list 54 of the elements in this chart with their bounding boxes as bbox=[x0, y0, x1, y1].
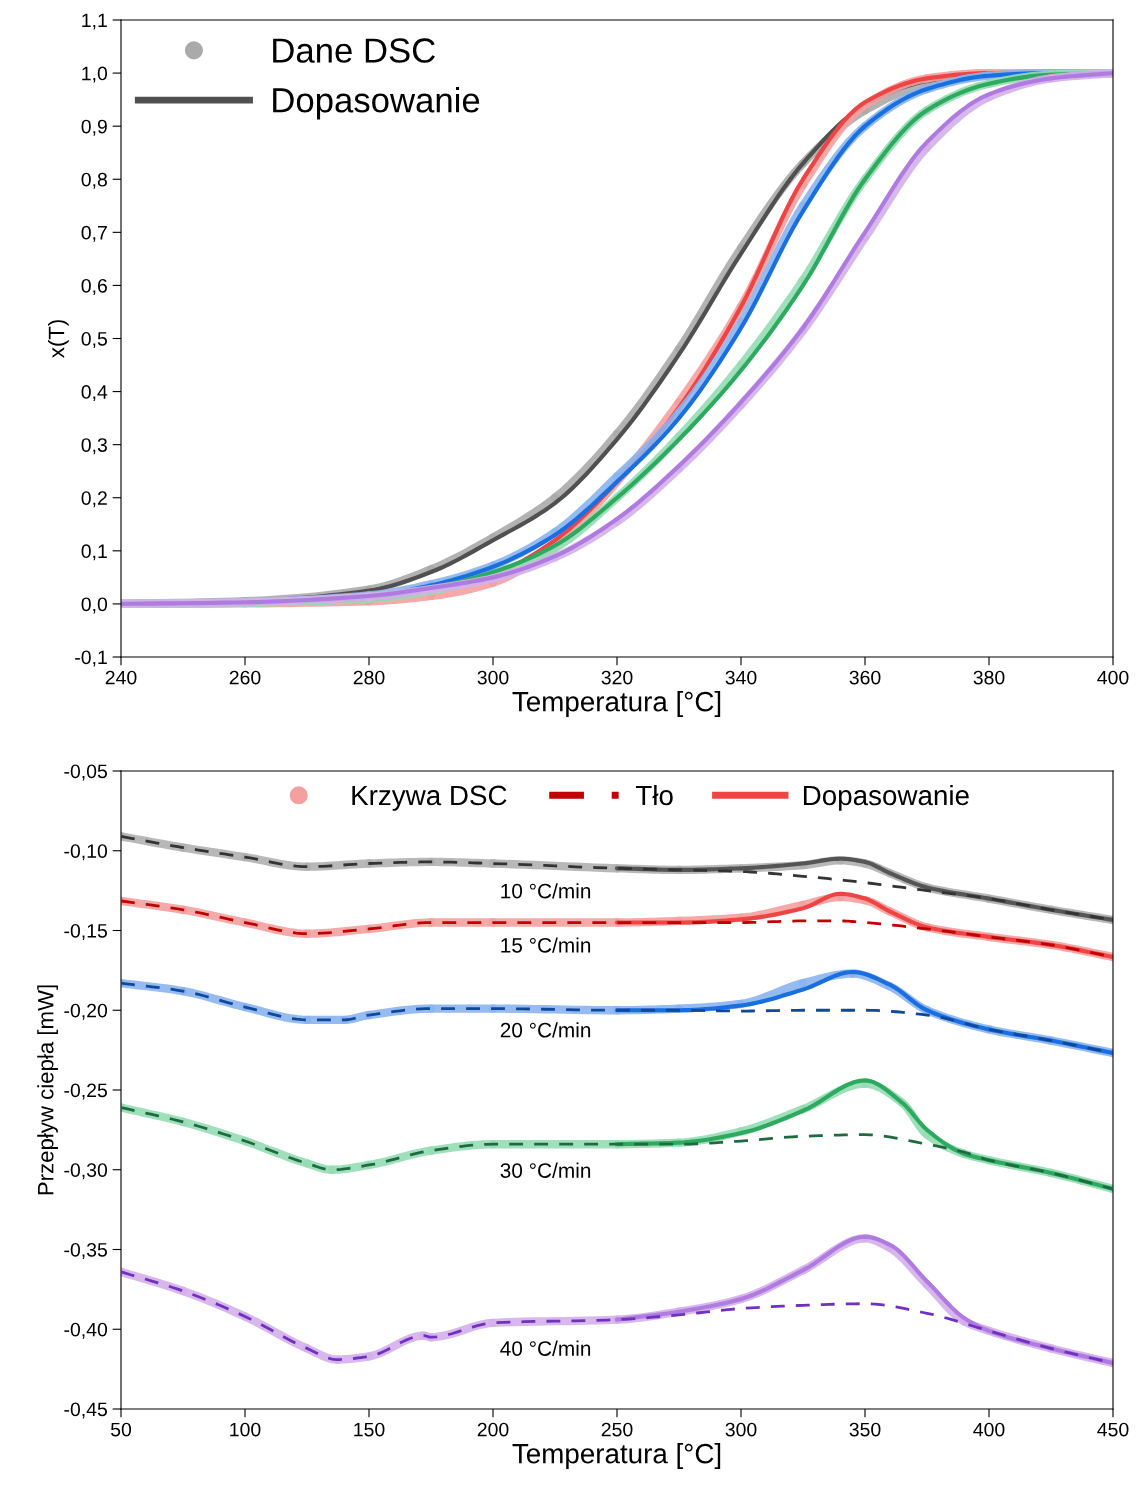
legend-label: Tło bbox=[635, 784, 673, 806]
y-axis-title: x(T) bbox=[48, 320, 69, 358]
y-tick-label: 1,0 bbox=[82, 66, 108, 83]
x-tick-label: 240 bbox=[105, 670, 137, 685]
y-tick-label: 1,1 bbox=[82, 13, 107, 30]
y-tick-label: -0,40 bbox=[64, 1322, 108, 1339]
x-tick-label: 200 bbox=[477, 1422, 509, 1437]
x-tick-label: 400 bbox=[1097, 670, 1129, 685]
x-tick-label: 100 bbox=[230, 1422, 261, 1437]
x-tick-label: 360 bbox=[849, 670, 881, 685]
annotation: 40 °C/min bbox=[500, 1340, 591, 1356]
y-tick-label: -0,20 bbox=[64, 1003, 108, 1020]
legend-label: Dopasowanie bbox=[273, 87, 480, 120]
y-tick-label: 0,8 bbox=[81, 172, 107, 189]
y-tick-label: 0,4 bbox=[81, 385, 108, 402]
x-tick-label: 450 bbox=[1097, 1422, 1129, 1437]
y-tick-label: 0,3 bbox=[81, 438, 107, 455]
x-tick-label: 320 bbox=[601, 670, 633, 685]
legend-label: Krzywa DSC bbox=[352, 785, 507, 811]
annotation: 10 °C/min bbox=[501, 883, 591, 899]
y-tick-label: -0,35 bbox=[64, 1242, 107, 1260]
y-tick-label: 0,6 bbox=[81, 278, 107, 295]
x-tick-label: 380 bbox=[973, 670, 1005, 685]
x-tick-label: 300 bbox=[725, 1422, 757, 1437]
y-tick-label: 0,7 bbox=[81, 225, 107, 242]
x-tick-label: 260 bbox=[229, 670, 261, 685]
y-tick-label: -0,30 bbox=[64, 1163, 108, 1180]
annotation: 20 °C/min bbox=[500, 1022, 591, 1038]
annotation: 30 °C/min bbox=[500, 1162, 591, 1178]
x-tick-label: 400 bbox=[973, 1422, 1005, 1437]
y-tick-label: 0,1 bbox=[81, 544, 107, 561]
x-axis-title: Temperatura [°C] bbox=[512, 1443, 721, 1469]
y-tick-label: 0,2 bbox=[81, 491, 107, 508]
x-tick-label: 250 bbox=[601, 1422, 633, 1437]
x-tick-label: 340 bbox=[725, 670, 757, 685]
y-tick-label: -0,45 bbox=[64, 1402, 107, 1419]
y-axis-title: Przepływ ciepła [mW] bbox=[37, 985, 58, 1195]
y-tick-label: 0,5 bbox=[81, 331, 107, 349]
y-tick-label: -0,05 bbox=[64, 764, 107, 781]
x-tick-label: 50 bbox=[110, 1422, 132, 1437]
y-tick-label: -0,1 bbox=[75, 650, 107, 667]
x-axis-title: Temperatura [°C] bbox=[512, 691, 721, 717]
y-tick-label: 0,0 bbox=[81, 597, 108, 614]
legend-label: Dopasowanie bbox=[803, 784, 969, 811]
x-tick-label: 150 bbox=[354, 1422, 385, 1437]
x-tick-label: 280 bbox=[353, 670, 385, 685]
y-tick-label: 0,9 bbox=[81, 119, 107, 136]
annotation: 15 °C/min bbox=[501, 937, 591, 953]
y-tick-label: -0,25 bbox=[64, 1083, 107, 1100]
x-tick-label: 300 bbox=[477, 670, 509, 685]
y-tick-label: -0,15 bbox=[64, 923, 107, 941]
x-tick-label: 350 bbox=[849, 1422, 881, 1437]
legend-label: Dane DSC bbox=[273, 38, 435, 63]
y-tick-label: -0,10 bbox=[64, 844, 108, 861]
